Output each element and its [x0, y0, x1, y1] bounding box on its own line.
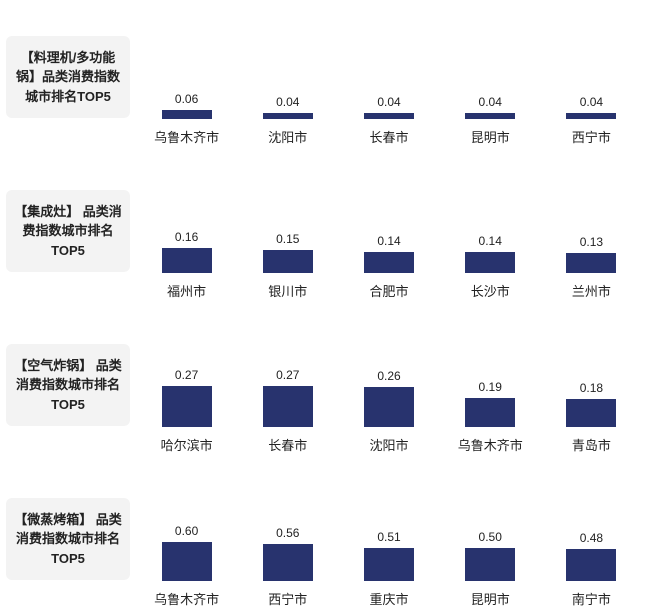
- bar-col: 0.27 长春市: [237, 308, 338, 462]
- bar-rect: [465, 398, 515, 427]
- bar-city-label: 合肥市: [370, 281, 409, 300]
- chart-row-1: 【集成灶】 品类消费指数城市排名TOP5 0.16 福州市 0.15 银川市 0.14 合肥…: [0, 154, 650, 308]
- bar-rect: [364, 548, 414, 582]
- bar-col: 0.60 乌鲁木齐市: [136, 462, 237, 616]
- bar-city-label: 哈尔滨市: [161, 435, 213, 454]
- bar-city-label: 西宁市: [268, 589, 307, 608]
- bar-col: 0.26 沈阳市: [338, 308, 439, 462]
- bar-value-label: 0.04: [479, 95, 502, 109]
- bars-area: 0.27 哈尔滨市 0.27 长春市 0.26 沈阳市 0.19 乌鲁木齐市 0.18 青岛市: [136, 308, 642, 462]
- bar-city-label: 重庆市: [370, 589, 409, 608]
- bars-area: 0.06 乌鲁木齐市 0.04 沈阳市 0.04 长春市 0.04 昆明市 0.04 西宁市: [136, 0, 642, 154]
- chart-row-0: 【料理机/多功能锅】品类消费指数城市排名TOP5 0.06 乌鲁木齐市 0.04 沈阳市…: [0, 0, 650, 154]
- bar-value-label: 0.04: [377, 95, 400, 109]
- bar-value-label: 0.27: [276, 368, 299, 382]
- bar-rect: [364, 387, 414, 427]
- bar-rect: [364, 113, 414, 119]
- bar-rect: [364, 252, 414, 273]
- bar-col: 0.04 沈阳市: [237, 0, 338, 154]
- chart-grid: 【料理机/多功能锅】品类消费指数城市排名TOP5 0.06 乌鲁木齐市 0.04 沈阳市…: [0, 0, 650, 616]
- bar-city-label: 西宁市: [572, 127, 611, 146]
- bar-city-label: 乌鲁木齐市: [154, 127, 219, 146]
- bar-col: 0.56 西宁市: [237, 462, 338, 616]
- bar-rect: [566, 253, 616, 273]
- bar-col: 0.50 昆明市: [440, 462, 541, 616]
- bar-rect: [263, 113, 313, 119]
- bar-city-label: 长春市: [268, 435, 307, 454]
- bar-value-label: 0.51: [377, 530, 400, 544]
- bar-city-label: 银川市: [268, 281, 307, 300]
- row-label: 【空气炸锅】 品类消费指数城市排名TOP5: [6, 344, 130, 427]
- bar-col: 0.06 乌鲁木齐市: [136, 0, 237, 154]
- bar-city-label: 长沙市: [471, 281, 510, 300]
- bar-value-label: 0.27: [175, 368, 198, 382]
- bar-rect: [465, 252, 515, 273]
- bar-col: 0.13 兰州市: [541, 154, 642, 308]
- bar-city-label: 长春市: [370, 127, 409, 146]
- bar-city-label: 沈阳市: [370, 435, 409, 454]
- bar-rect: [566, 549, 616, 581]
- bar-col: 0.51 重庆市: [338, 462, 439, 616]
- bar-value-label: 0.56: [276, 526, 299, 540]
- bars-area: 0.60 乌鲁木齐市 0.56 西宁市 0.51 重庆市 0.50 昆明市 0.48 南宁市: [136, 462, 642, 616]
- bar-col: 0.16 福州市: [136, 154, 237, 308]
- bar-rect: [263, 386, 313, 427]
- bar-value-label: 0.14: [479, 234, 502, 248]
- bar-col: 0.04 昆明市: [440, 0, 541, 154]
- bar-value-label: 0.13: [580, 235, 603, 249]
- bar-rect: [566, 399, 616, 427]
- bar-city-label: 青岛市: [572, 435, 611, 454]
- bar-rect: [566, 113, 616, 119]
- bar-city-label: 乌鲁木齐市: [458, 435, 523, 454]
- bar-col: 0.14 合肥市: [338, 154, 439, 308]
- bar-rect: [162, 386, 212, 427]
- bars-area: 0.16 福州市 0.15 银川市 0.14 合肥市 0.14 长沙市 0.13 兰州市: [136, 154, 642, 308]
- bar-col: 0.04 西宁市: [541, 0, 642, 154]
- bar-value-label: 0.60: [175, 524, 198, 538]
- bar-value-label: 0.48: [580, 531, 603, 545]
- bar-city-label: 福州市: [167, 281, 206, 300]
- bar-col: 0.14 长沙市: [440, 154, 541, 308]
- row-label: 【集成灶】 品类消费指数城市排名TOP5: [6, 190, 130, 273]
- bar-rect: [162, 248, 212, 273]
- chart-row-3: 【微蒸烤箱】 品类消费指数城市排名TOP50.60乌鲁木齐市0.56西宁市0.5…: [0, 462, 650, 616]
- bar-city-label: 南宁市: [572, 589, 611, 608]
- bar-col: 0.04 长春市: [338, 0, 439, 154]
- row-label: 【微蒸烤箱】 品类消费指数城市排名TOP5: [6, 498, 130, 581]
- bar-value-label: 0.18: [580, 381, 603, 395]
- bar-value-label: 0.19: [479, 380, 502, 394]
- bar-rect: [465, 548, 515, 581]
- bar-value-label: 0.50: [479, 530, 502, 544]
- bar-value-label: 0.26: [377, 369, 400, 383]
- bar-col: 0.18 青岛市: [541, 308, 642, 462]
- bar-rect: [162, 110, 212, 119]
- bar-col: 0.48 南宁市: [541, 462, 642, 616]
- bar-value-label: 0.15: [276, 232, 299, 246]
- bar-value-label: 0.06: [175, 92, 198, 106]
- bar-rect: [263, 544, 313, 581]
- row-label: 【料理机/多功能锅】品类消费指数城市排名TOP5: [6, 36, 130, 119]
- bar-city-label: 乌鲁木齐市: [154, 589, 219, 608]
- bar-value-label: 0.14: [377, 234, 400, 248]
- bar-value-label: 0.04: [580, 95, 603, 109]
- bar-rect: [465, 113, 515, 119]
- bar-city-label: 昆明市: [471, 127, 510, 146]
- bar-col: 0.27 哈尔滨市: [136, 308, 237, 462]
- chart-row-2: 【空气炸锅】 品类消费指数城市排名TOP5 0.27 哈尔滨市 0.27 长春市 0.26…: [0, 308, 650, 462]
- bar-rect: [263, 250, 313, 273]
- bar-city-label: 昆明市: [471, 589, 510, 608]
- bar-rect: [162, 542, 212, 581]
- bar-col: 0.19 乌鲁木齐市: [440, 308, 541, 462]
- bar-city-label: 沈阳市: [268, 127, 307, 146]
- bar-col: 0.15 银川市: [237, 154, 338, 308]
- bar-value-label: 0.04: [276, 95, 299, 109]
- bar-value-label: 0.16: [175, 230, 198, 244]
- bar-city-label: 兰州市: [572, 281, 611, 300]
